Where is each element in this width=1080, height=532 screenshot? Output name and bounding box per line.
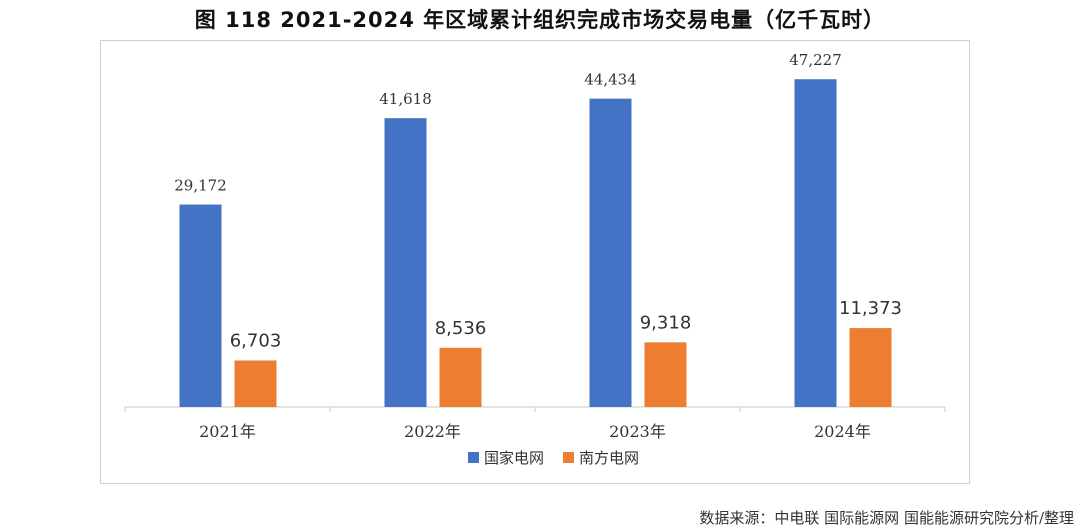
legend-swatch <box>468 452 479 463</box>
bar-southern-grid <box>439 347 482 407</box>
bar-state-grid <box>589 98 632 407</box>
x-tick-label: 2021年 <box>199 422 256 441</box>
data-label: 8,536 <box>435 318 487 339</box>
bar-state-grid <box>384 118 427 407</box>
data-label: 44,434 <box>584 71 637 89</box>
data-label: 9,318 <box>640 312 692 333</box>
legend-swatch <box>563 452 574 463</box>
bar-southern-grid <box>849 328 892 407</box>
data-label: 11,373 <box>839 298 902 319</box>
data-label: 47,227 <box>789 51 842 69</box>
bar-southern-grid <box>234 360 277 407</box>
x-tick-label: 2022年 <box>404 422 461 441</box>
bar-state-grid <box>794 79 837 407</box>
legend-label: 国家电网 <box>484 449 544 467</box>
chart-frame <box>100 40 970 484</box>
bar-state-grid <box>179 204 222 407</box>
data-source-note: 数据来源：中电联 国际能源网 国能能源研究院分析/整理 <box>699 509 1074 527</box>
data-label: 29,172 <box>174 177 227 195</box>
data-label: 6,703 <box>230 330 282 351</box>
bar-southern-grid <box>644 342 687 407</box>
data-label: 41,618 <box>379 90 432 108</box>
x-tick-label: 2023年 <box>609 422 666 441</box>
legend-label: 南方电网 <box>579 449 639 467</box>
chart-title: 图 118 2021-2024 年区域累计组织完成市场交易电量（亿千瓦时） <box>194 8 886 32</box>
x-tick-label: 2024年 <box>814 422 871 441</box>
